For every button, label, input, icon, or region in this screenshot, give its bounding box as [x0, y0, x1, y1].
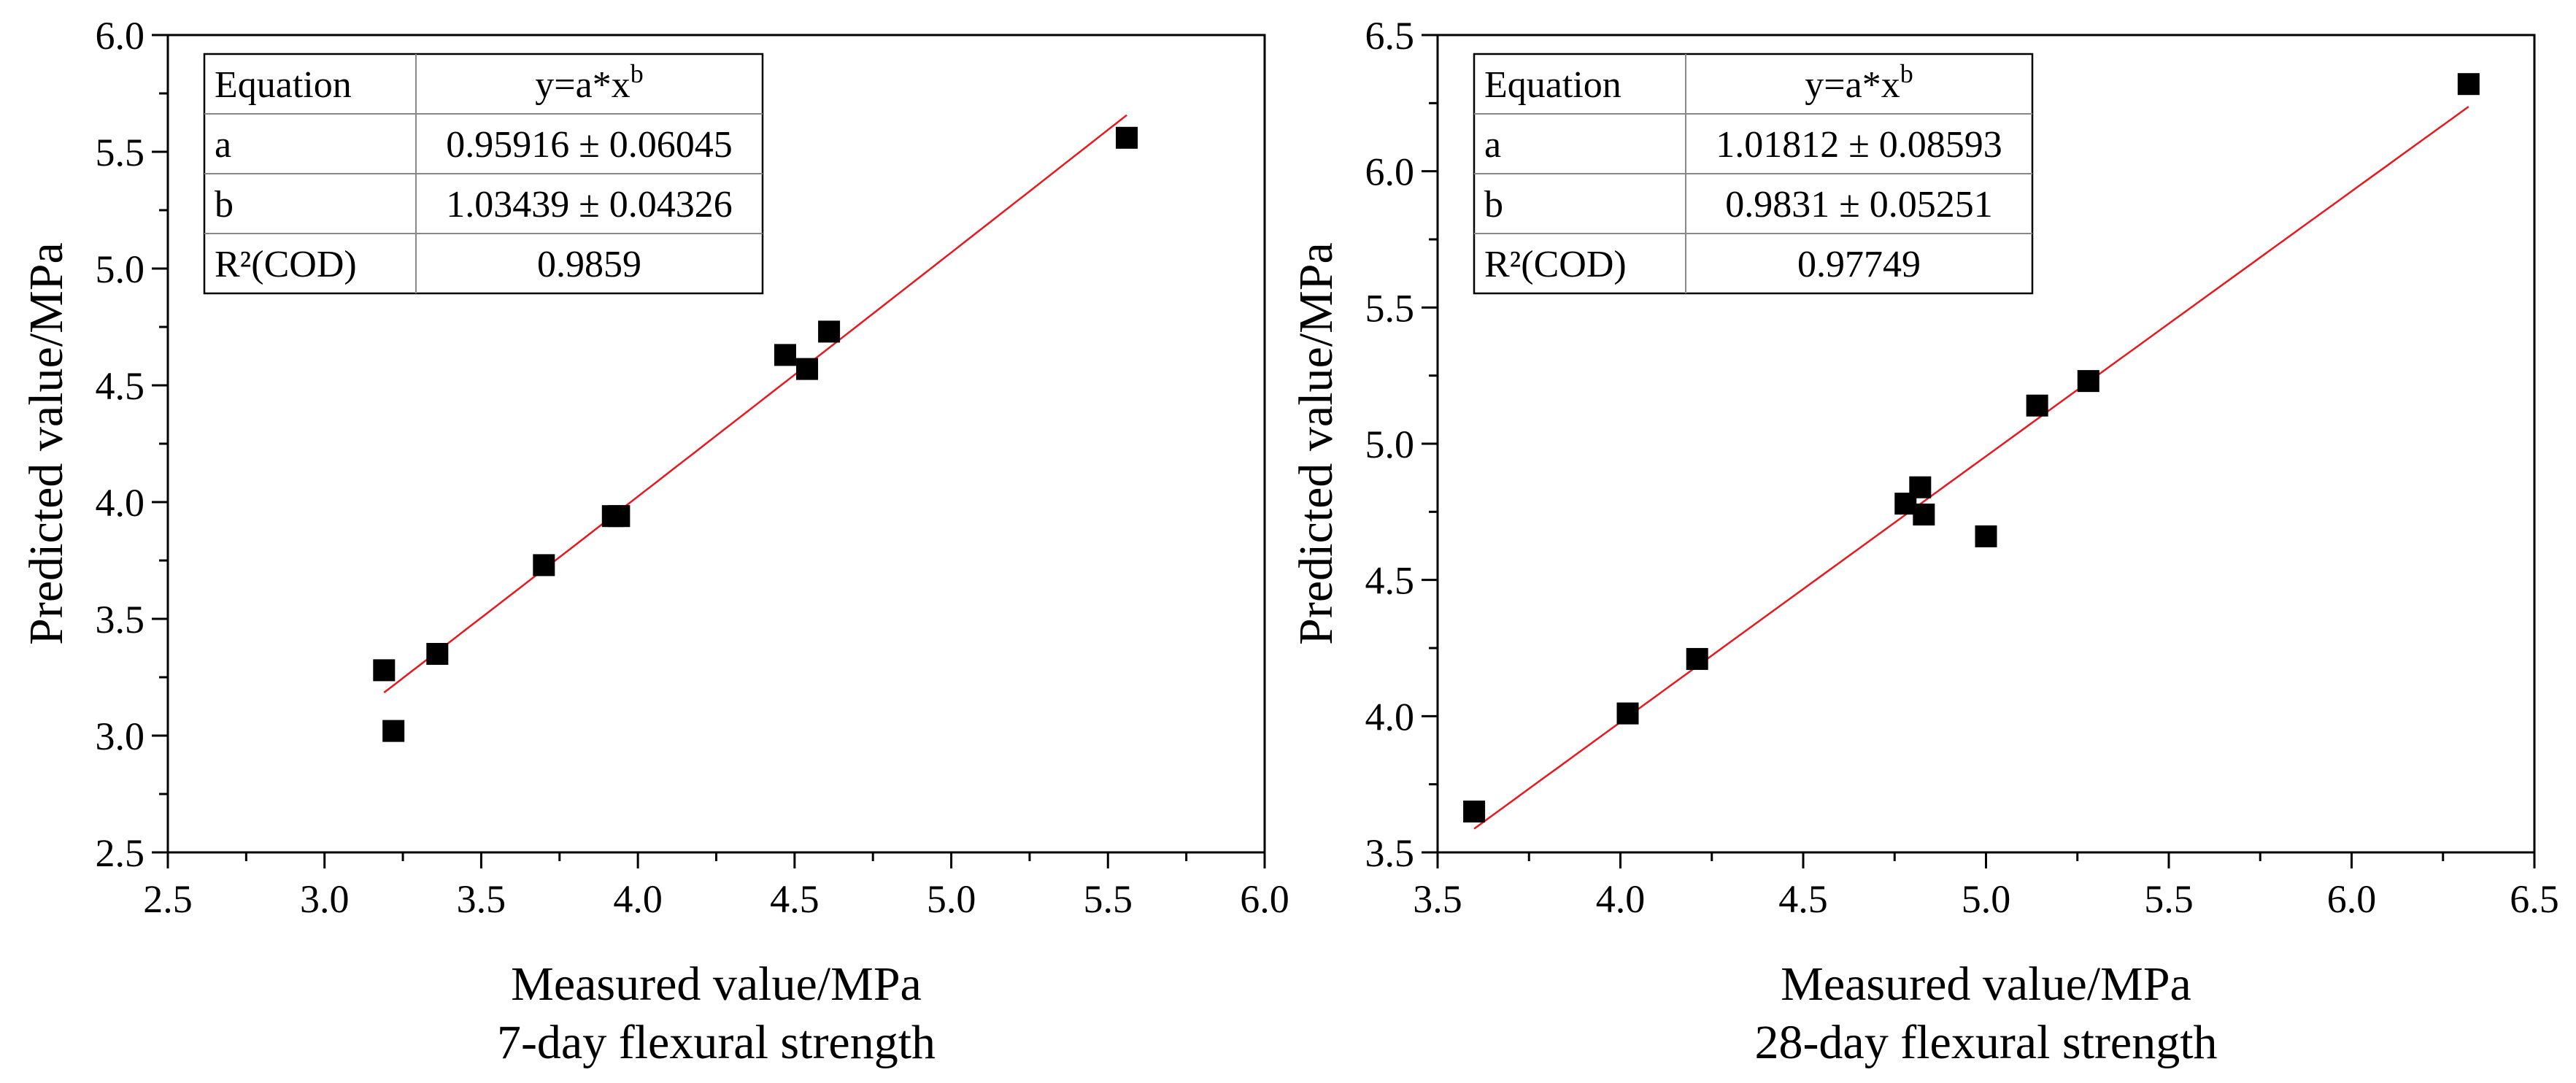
- chart-title: 7-day flexural strength: [497, 1016, 936, 1069]
- data-point: [382, 720, 405, 742]
- y-tick-label: 4.5: [96, 364, 145, 408]
- x-tick-label: 5.5: [2144, 877, 2194, 921]
- data-point: [608, 505, 630, 528]
- y-tick-label: 4.0: [1365, 695, 1415, 739]
- fit-line: [383, 114, 1127, 693]
- y-tick-label: 3.5: [1365, 831, 1415, 875]
- y-tick-label: 6.0: [1365, 150, 1415, 194]
- fit-line: [1473, 106, 2469, 830]
- data-point: [1909, 476, 1932, 498]
- data-point: [373, 659, 396, 682]
- y-tick-label: 5.0: [96, 247, 145, 291]
- equation-text: y=a*xb: [535, 59, 643, 106]
- x-tick-label: 5.0: [927, 877, 976, 921]
- equation-exponent: b: [1900, 59, 1913, 88]
- data-point: [2026, 394, 2048, 417]
- y-tick-label: 6.0: [96, 14, 145, 58]
- y-tick-label: 4.5: [1365, 559, 1415, 603]
- y-tick-label: 6.5: [1365, 14, 1415, 58]
- table-param-name: a: [215, 124, 231, 166]
- table-param-name: b: [1484, 184, 1503, 226]
- table-header-label: Equation: [215, 64, 352, 106]
- equation-base: y=a*x: [535, 64, 630, 106]
- data-point: [426, 643, 449, 665]
- table-param-name: R²(COD): [215, 244, 357, 285]
- table-header-label: Equation: [1484, 64, 1621, 106]
- x-tick-label: 2.5: [143, 877, 193, 921]
- x-tick-label: 4.0: [1596, 877, 1646, 921]
- table-param-name: R²(COD): [1484, 244, 1627, 285]
- data-point: [1116, 126, 1138, 149]
- x-tick-label: 4.0: [613, 877, 663, 921]
- table-param-value: 1.01812 ± 0.08593: [1716, 124, 2002, 166]
- x-tick-label: 6.0: [1240, 877, 1289, 921]
- equation-base: y=a*x: [1805, 64, 1900, 106]
- x-axis-label: Measured value/MPa: [511, 957, 922, 1011]
- table-param-value: 0.9831 ± 0.05251: [1725, 184, 1993, 226]
- y-tick-label: 3.5: [96, 598, 145, 641]
- x-tick-label: 4.5: [1778, 877, 1828, 921]
- table-param-value: 0.97749: [1797, 244, 1921, 285]
- y-axis-label: Predicted value/MPa: [1289, 242, 1343, 645]
- data-point: [2457, 73, 2480, 96]
- equation-text: y=a*xb: [1805, 59, 1913, 106]
- data-point: [1616, 702, 1639, 725]
- y-tick-label: 4.0: [96, 481, 145, 525]
- data-point: [1975, 525, 1997, 547]
- chart-title: 28-day flexural strength: [1754, 1016, 2217, 1069]
- x-tick-label: 4.5: [770, 877, 820, 921]
- chart-panel-1: 2.5 3.0 3.5 4.0 4.5 5.0 5.5 6.0 2.5 3.0 3.5 4.0 4.5 5…: [20, 14, 1289, 1069]
- y-axis-label: Predicted value/MPa: [20, 242, 73, 645]
- y-tick-label: 2.5: [96, 831, 145, 875]
- equation-exponent: b: [630, 59, 644, 88]
- x-tick-label: 5.5: [1084, 877, 1133, 921]
- y-tick-label: 3.0: [96, 714, 145, 758]
- table-param-name: a: [1484, 124, 1501, 166]
- data-point: [774, 344, 796, 366]
- y-tick-label: 5.5: [1365, 286, 1415, 330]
- x-tick-label: 6.5: [2510, 877, 2559, 921]
- table-param-value: 0.95916 ± 0.06045: [446, 124, 733, 166]
- y-tick-label: 5.5: [96, 131, 145, 174]
- data-point: [1463, 801, 1486, 822]
- data-point: [2077, 370, 2099, 393]
- data-point: [796, 358, 819, 380]
- x-tick-label: 6.0: [2327, 877, 2377, 921]
- data-point: [1686, 647, 1708, 670]
- x-axis-label: Measured value/MPa: [1781, 957, 2191, 1011]
- chart-panel-2: 3.5 4.0 4.5 5.0 5.5 6.0 6.5 3.5 4.0 4.5 5.0 5.5 6.0 6…: [1289, 14, 2559, 1069]
- table-param-name: b: [215, 184, 234, 226]
- data-point: [818, 320, 841, 343]
- y-tick-label: 5.0: [1365, 423, 1415, 466]
- x-tick-label: 3.0: [300, 877, 350, 921]
- x-tick-label: 3.5: [1413, 877, 1462, 921]
- data-point: [533, 554, 555, 577]
- table-param-value: 1.03439 ± 0.04326: [446, 184, 733, 226]
- data-point: [1913, 504, 1935, 526]
- table-param-value: 0.9859: [537, 244, 641, 285]
- x-tick-label: 5.0: [1962, 877, 2011, 921]
- x-tick-label: 3.5: [457, 877, 506, 921]
